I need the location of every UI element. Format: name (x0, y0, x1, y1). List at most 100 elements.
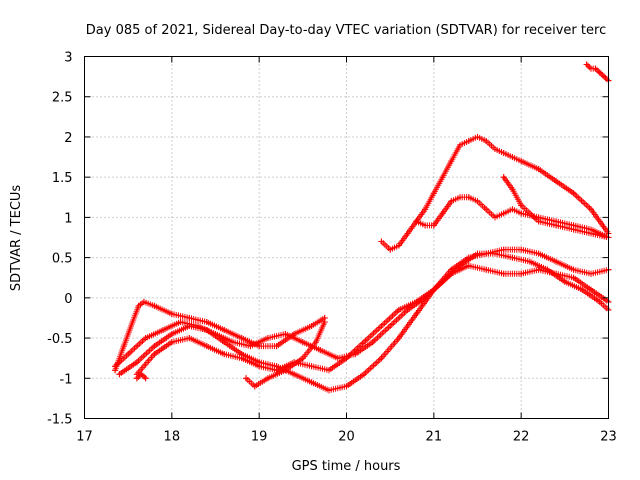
data-point (343, 383, 350, 390)
data-point (422, 206, 429, 213)
y-tick-label: 0 (64, 292, 72, 307)
data-point (326, 367, 333, 374)
data-point (535, 266, 542, 273)
data-point (509, 154, 516, 161)
data-point (125, 351, 132, 358)
data-point (491, 146, 498, 153)
data-point (483, 137, 490, 144)
data-point (116, 371, 123, 378)
x-tick-label: 18 (164, 430, 181, 445)
data-point (448, 270, 455, 277)
data-point (474, 198, 481, 205)
data-point (395, 335, 402, 342)
data-point (553, 258, 560, 265)
data-point (360, 371, 367, 378)
data-point (387, 322, 394, 329)
data-point (457, 194, 464, 201)
data-point (518, 270, 525, 277)
data-point (579, 286, 586, 293)
data-point (395, 306, 402, 313)
y-tick-label: 1.5 (52, 171, 73, 186)
data-point (273, 367, 280, 374)
data-point (133, 375, 140, 382)
x-tick-label: 19 (251, 430, 268, 445)
data-point (404, 306, 411, 313)
series-track-h (500, 174, 612, 241)
data-point (321, 318, 328, 325)
data-point (509, 186, 516, 193)
data-point (491, 214, 498, 221)
data-point (387, 246, 394, 253)
data-point (299, 339, 306, 346)
x-axis-label: GPS time / hours (292, 459, 401, 474)
data-point (500, 150, 507, 157)
data-point (518, 202, 525, 209)
data-point (535, 166, 542, 173)
data-point (518, 210, 525, 217)
data-point (596, 69, 603, 76)
data-point (120, 343, 127, 350)
data-point (378, 355, 385, 362)
data-point (509, 254, 516, 261)
data-point (500, 270, 507, 277)
data-point (500, 246, 507, 253)
data-point (238, 355, 245, 362)
y-tick-label: -1 (60, 372, 73, 387)
data-point (561, 278, 568, 285)
data-point (229, 339, 236, 346)
data-point (151, 351, 158, 358)
data-point (221, 351, 228, 358)
data-point (238, 335, 245, 342)
data-point (570, 274, 577, 281)
data-point (186, 322, 193, 329)
data-point (168, 339, 175, 346)
data-point (282, 367, 289, 374)
data-point (465, 137, 472, 144)
data-point (588, 230, 595, 237)
data-point (247, 343, 254, 350)
data-point (430, 190, 437, 197)
data-point (448, 158, 455, 165)
y-tick-labels: -1.5 -1 -0.5 0 0.5 1 1.5 2 2.5 3 (47, 51, 72, 428)
data-point (326, 387, 333, 394)
data-point (570, 266, 577, 273)
chart-title: Day 085 of 2021, Sidereal Day-to-day VTE… (86, 23, 606, 38)
y-tick-label: 2 (64, 131, 72, 146)
data-point (535, 250, 542, 257)
y-axis-label: SDTVAR / TECUs (9, 185, 24, 292)
data-point (160, 327, 167, 334)
data-point (378, 238, 385, 245)
data-point (264, 335, 271, 342)
data-point (140, 298, 147, 305)
data-point (430, 286, 437, 293)
data-point (243, 375, 250, 382)
x-tick-label: 21 (426, 430, 443, 445)
data-point (308, 322, 315, 329)
data-point (343, 355, 350, 362)
y-tick-label: -1.5 (47, 413, 72, 428)
data-point (133, 359, 140, 366)
series-track-a (112, 298, 328, 374)
data-point (256, 343, 263, 350)
data-point (553, 178, 560, 185)
data-point (135, 302, 142, 309)
x-tick-labels: 17 18 19 20 21 22 23 (76, 430, 617, 445)
data-point (308, 363, 315, 370)
data-point (439, 174, 446, 181)
y-tick-label: 3 (64, 51, 72, 66)
data-point (221, 339, 228, 346)
data-point (177, 318, 184, 325)
data-point (395, 242, 402, 249)
data-point (282, 331, 289, 338)
data-point (588, 206, 595, 213)
data-point (404, 230, 411, 237)
data-point (588, 286, 595, 293)
data-point (439, 210, 446, 217)
data-point (360, 339, 367, 346)
data-point (369, 339, 376, 346)
data-point (317, 347, 324, 354)
data-point (151, 343, 158, 350)
data-point (413, 298, 420, 305)
data-point (592, 65, 599, 72)
